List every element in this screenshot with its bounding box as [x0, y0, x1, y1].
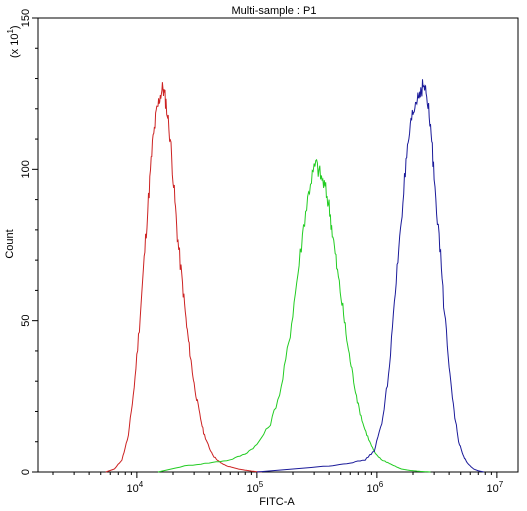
- y-multiplier-exponent: 1: [6, 29, 15, 34]
- svg-text:(x 101): (x 101): [6, 25, 21, 58]
- series-line-1: [105, 82, 262, 473]
- series-layer: [105, 79, 485, 473]
- x-tick-exponent: 6: [379, 480, 384, 489]
- y-tick-label: 100: [20, 160, 32, 178]
- x-tick-base: 10: [367, 483, 379, 495]
- y-multiplier-label: (x 101): [6, 25, 21, 58]
- x-tick-base: 10: [247, 483, 259, 495]
- y-axis-title: Count: [4, 229, 16, 258]
- y-multiplier-text: (x 10: [9, 34, 21, 58]
- y-tick-label: 50: [20, 315, 32, 327]
- x-axis: 104 105 106 107: [52, 472, 504, 495]
- x-tick-exponent: 7: [499, 480, 504, 489]
- x-tick-label: 104: [127, 480, 144, 495]
- x-tick-base: 10: [127, 483, 139, 495]
- plot-frame: [37, 17, 519, 473]
- x-tick-base: 10: [487, 483, 499, 495]
- y-tick-label: 0: [20, 469, 32, 475]
- y-axis: 0 50 100 150: [20, 9, 38, 475]
- x-tick-label: 107: [487, 480, 504, 495]
- x-tick-label: 105: [247, 480, 264, 495]
- x-tick-label: 106: [367, 480, 384, 495]
- y-tick-label: 150: [20, 9, 32, 27]
- series-line-2: [157, 158, 431, 473]
- x-tick-exponent: 5: [259, 480, 264, 489]
- x-axis-title: FITC-A: [259, 496, 295, 508]
- x-tick-exponent: 4: [139, 480, 144, 489]
- chart-title: Multi-sample : P1: [232, 5, 317, 17]
- series-line-3: [256, 79, 485, 473]
